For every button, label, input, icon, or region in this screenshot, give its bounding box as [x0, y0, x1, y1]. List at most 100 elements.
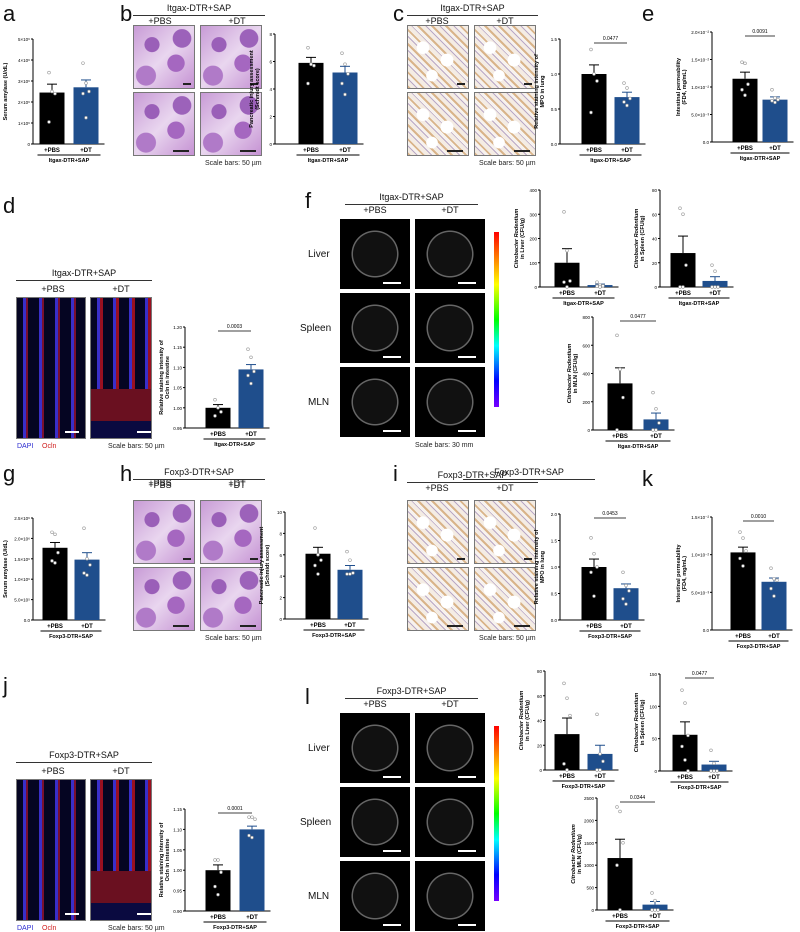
data-point	[252, 369, 256, 374]
data-point	[87, 89, 91, 94]
p-value: 0.0477	[630, 314, 646, 320]
bar-pbs	[298, 62, 324, 144]
y-axis-label: (FD4, mg/mL)	[682, 556, 688, 591]
group-header: Foxp3-DTR+SAP	[49, 750, 119, 760]
micrograph	[407, 25, 469, 89]
data-point	[621, 597, 625, 601]
scale-bar	[524, 83, 532, 85]
data-point	[653, 898, 657, 903]
micrograph	[407, 500, 469, 564]
data-point	[213, 414, 217, 418]
y-tick-label: 4	[279, 574, 282, 579]
dapi-legend: DAPI	[17, 443, 34, 450]
data-point	[680, 744, 684, 749]
data-point	[715, 769, 719, 773]
y-tick-label: 50	[652, 737, 658, 742]
y-tick-label: 1×10⁶	[18, 121, 30, 126]
micrograph	[133, 500, 195, 564]
culture-plate	[415, 367, 485, 437]
data-point	[622, 81, 626, 85]
pbs-column-label: +PBS	[363, 205, 387, 215]
bar-dt	[332, 72, 358, 144]
y-tick-label: 200	[582, 400, 590, 405]
micrograph	[133, 567, 195, 631]
culture-plate	[415, 861, 485, 931]
data-point	[741, 564, 745, 568]
data-point	[351, 571, 355, 575]
y-tick-label: 600	[582, 343, 590, 348]
scale-bar	[250, 83, 258, 85]
y-tick-label: 1.05	[173, 848, 182, 853]
y-tick-label: 1.15	[173, 807, 182, 812]
scale-bar-caption: Scale bars: 50 µm	[205, 160, 262, 167]
y-tick-label: 20	[537, 743, 543, 748]
data-point	[656, 908, 660, 912]
chart-h: 0 2 4 6 8 10 Pancreatic injury assessment (Schm…	[259, 510, 369, 639]
dt-column-label: +DT	[441, 205, 459, 215]
y-axis-label: Ocln in intestine	[165, 839, 171, 882]
y-axis-label: Citrobacter Rodentium	[634, 693, 640, 753]
micrograph	[407, 92, 469, 156]
data-point	[621, 570, 625, 574]
panel-label-b: b	[120, 1, 133, 26]
y-tick-label: 6	[279, 553, 282, 558]
data-point	[213, 398, 217, 402]
scale-bar-caption: Scale bars: 50 µm	[108, 925, 165, 932]
scale-bar	[173, 625, 189, 627]
y-tick-label: 300	[529, 212, 537, 217]
bar-pbs	[42, 547, 68, 620]
chart-l-mln: 0 500 1000 1500 2000 2500 Citrobacter Rodentiu…	[571, 795, 674, 930]
data-point	[316, 553, 320, 557]
y-tick-label: 1.0×10⁻²	[691, 553, 709, 558]
scale-bar	[240, 625, 256, 627]
bar-pbs	[581, 567, 607, 620]
chart-g: 0.0 5.0×10⁵ 1.0×10⁶ 1.5×10⁶ 2.0×10⁶ 2.5×10⁶ Se…	[3, 516, 106, 640]
data-point	[249, 355, 253, 359]
pbs-column-label: +PBS	[363, 699, 387, 709]
data-point	[250, 815, 254, 819]
data-point	[744, 549, 748, 553]
chart-f-spleen: 0 20 40 60 80 Citrobacter Rodentium in Spleen …	[634, 188, 734, 307]
data-point	[50, 559, 54, 563]
data-point	[85, 573, 89, 577]
p-value: 0.0477	[603, 36, 619, 42]
y-tick-label: 400	[529, 188, 537, 193]
group-header: Itgax-DTR+SAP	[166, 3, 232, 13]
y-axis-label: in Spleen (CFU/g)	[640, 699, 646, 745]
dt-column-label: +DT	[228, 480, 246, 490]
data-point	[216, 892, 220, 897]
data-point	[312, 63, 316, 68]
chart-d: 0.95 1.00 1.05 1.10 1.15 1.20 Relative stainin…	[159, 324, 270, 448]
data-point	[345, 572, 349, 576]
data-point	[738, 530, 742, 534]
y-tick-label: 2500	[584, 796, 595, 801]
ocln-legend: Ocln	[42, 443, 57, 450]
y-tick-label: 5.0×10⁻³	[691, 113, 709, 118]
data-point	[250, 835, 254, 840]
organ-label-mln: MLN	[308, 891, 330, 902]
y-axis-label: (Schmidt score)	[265, 545, 271, 587]
luminescence-colorbar	[494, 726, 499, 901]
data-point	[595, 280, 599, 284]
y-axis-label: Citrobacter Rodentium	[514, 209, 520, 269]
data-point	[340, 51, 344, 55]
bar-pbs	[607, 858, 633, 910]
data-point	[565, 248, 569, 253]
y-axis-label: in Liver (CFU/g)	[525, 700, 531, 741]
p-value: 0.0091	[752, 29, 768, 35]
p-value: 0.0477	[692, 671, 708, 677]
data-point	[712, 769, 716, 773]
y-tick-label: 0.0	[703, 628, 710, 633]
panel-label-k: k	[642, 466, 653, 491]
data-point	[348, 572, 352, 576]
data-point	[247, 815, 251, 819]
data-point	[88, 563, 92, 567]
y-axis-label: MPO in lung	[540, 551, 546, 583]
y-tick-label: 1.05	[173, 386, 182, 391]
scale-bar	[458, 430, 476, 432]
group-label: Foxp3-DTR+SAP	[588, 634, 632, 640]
data-point	[628, 96, 632, 101]
data-point	[746, 82, 750, 86]
scale-bar	[457, 558, 465, 560]
y-tick-label: 0	[534, 285, 537, 290]
